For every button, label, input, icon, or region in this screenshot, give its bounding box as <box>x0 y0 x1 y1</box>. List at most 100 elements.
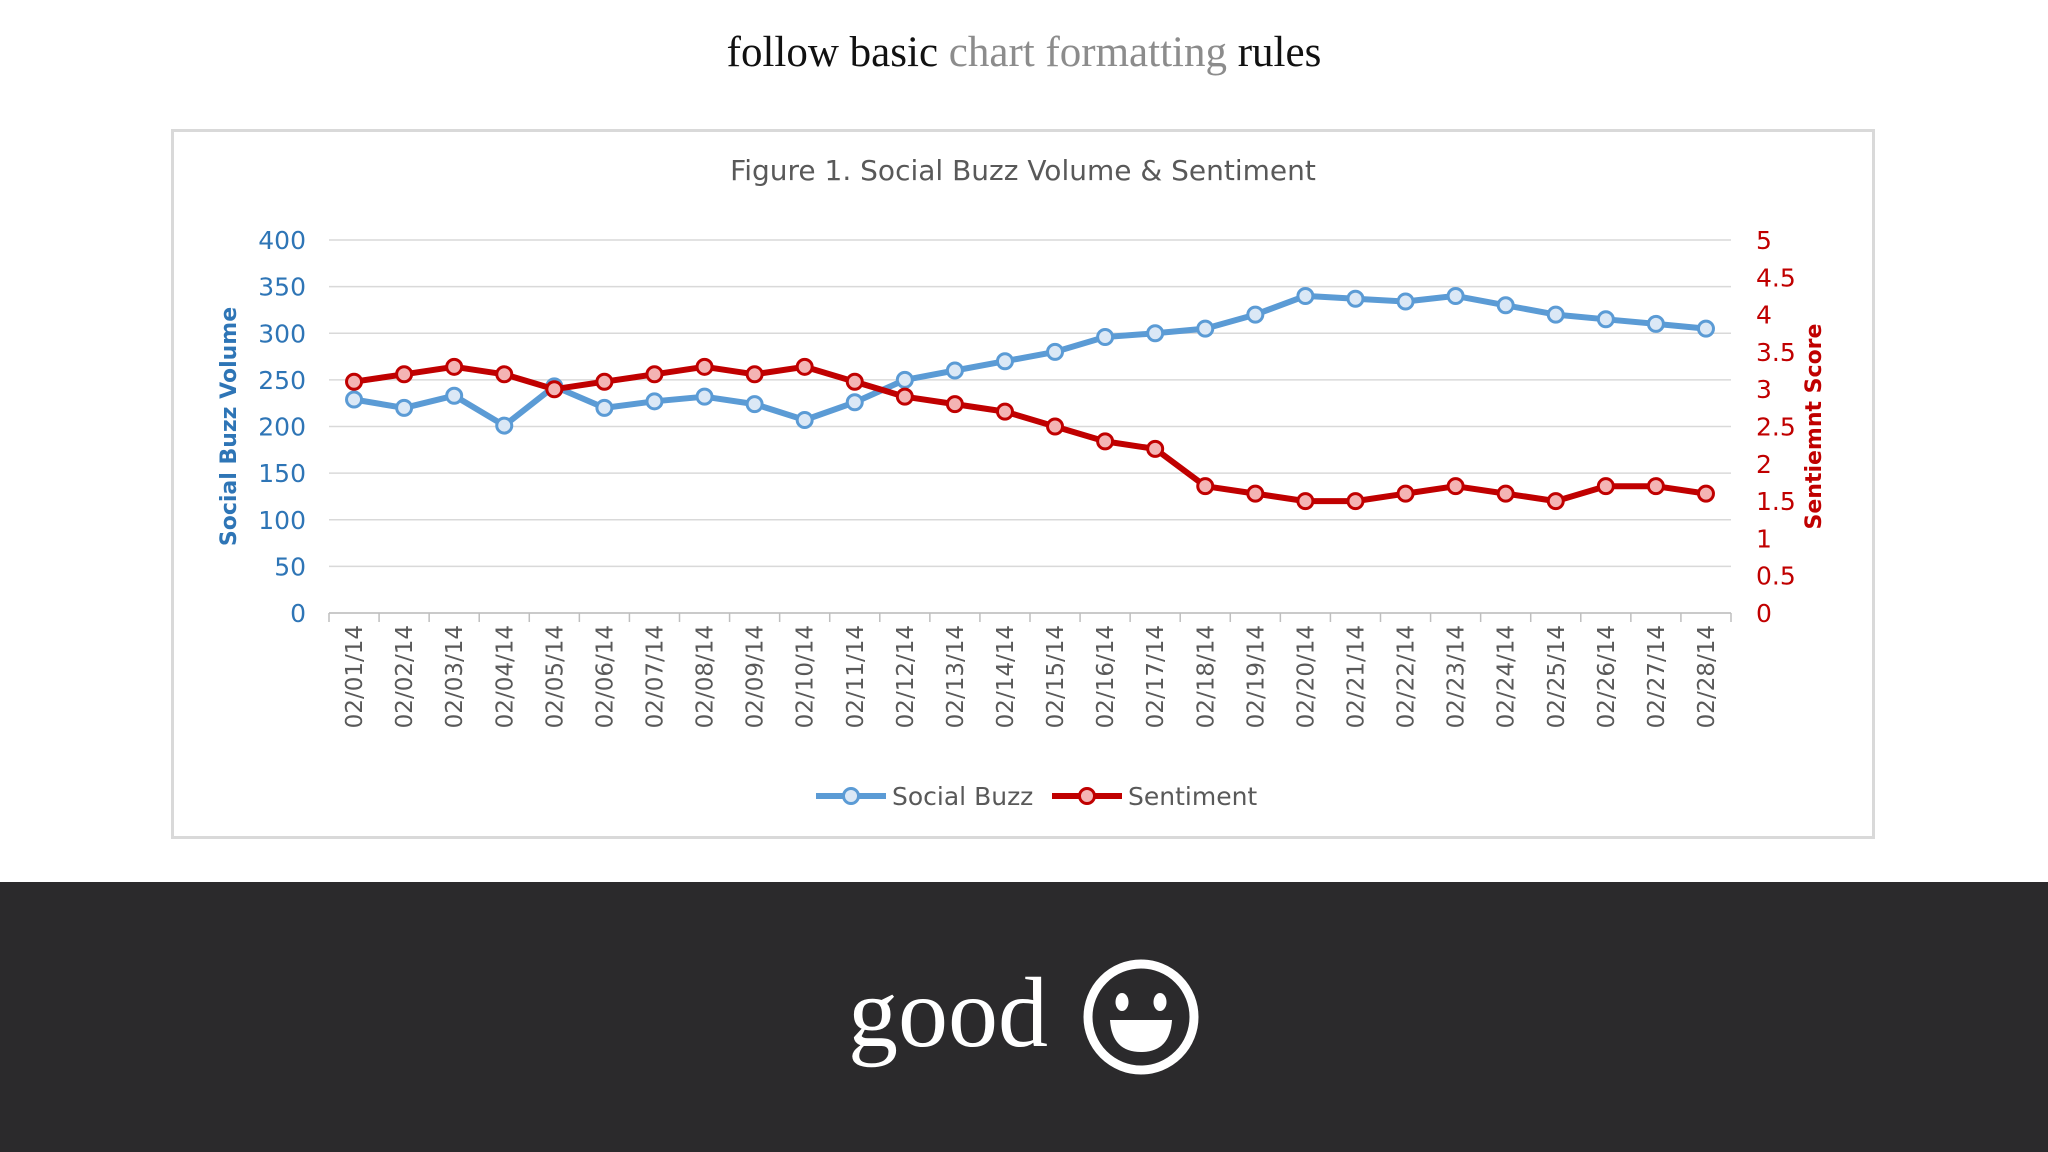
x-tick-label: 02/09/14 <box>743 625 769 728</box>
y2-tick-label: 5 <box>1756 226 1772 255</box>
y-tick-label: 0 <box>290 599 306 628</box>
chart-frame: Figure 1. Social Buzz Volume & Sentiment… <box>171 129 1875 839</box>
sentiment-point <box>1646 477 1665 496</box>
sentiment-point <box>895 387 914 406</box>
social-buzz-point <box>445 386 464 405</box>
sentiment-line <box>351 363 1709 505</box>
y-tick-label: 200 <box>258 413 306 442</box>
sentiment-point <box>795 357 814 376</box>
y2-tick-label: 3 <box>1756 375 1772 404</box>
social-buzz-point <box>1346 289 1365 308</box>
x-tick-label: 02/12/14 <box>893 625 919 728</box>
sentiment-point <box>1396 484 1415 503</box>
social-buzz-point <box>1146 324 1165 343</box>
social-buzz-point <box>345 390 364 409</box>
sentiment-point <box>395 365 414 384</box>
y2-tick-label: 4 <box>1756 301 1772 330</box>
social-buzz-point <box>945 361 964 380</box>
verdict-word: good <box>848 957 1048 1068</box>
x-tick-label: 02/18/14 <box>1193 625 1219 728</box>
social-buzz-point <box>1046 342 1065 361</box>
social-buzz-line <box>351 292 1709 429</box>
social-buzz-point <box>695 387 714 406</box>
y-tick-label: 50 <box>274 552 306 581</box>
sentiment-point <box>745 365 764 384</box>
y-axis-title: Social Buzz Volume <box>217 307 242 546</box>
social-buzz-point <box>1646 314 1665 333</box>
sentiment-point <box>1046 417 1065 436</box>
social-buzz-point <box>845 393 864 412</box>
verdict: good <box>0 882 2048 1152</box>
social-buzz-point <box>645 392 664 411</box>
x-tick-label: 02/15/14 <box>1043 625 1069 728</box>
chart: Figure 1. Social Buzz Volume & Sentiment… <box>217 154 1827 811</box>
x-tick-label: 02/27/14 <box>1644 625 1670 728</box>
social-buzz-point <box>1246 305 1265 324</box>
x-tick-label: 02/03/14 <box>442 625 468 728</box>
social-buzz-point <box>1546 305 1565 324</box>
x-tick-label: 02/23/14 <box>1444 625 1470 728</box>
social-buzz-point <box>1596 310 1615 329</box>
y2-tick-label: 1.5 <box>1756 487 1796 516</box>
sentiment-point <box>1346 492 1365 511</box>
x-tick-label: 02/22/14 <box>1394 625 1420 728</box>
smiley-face-icon <box>1083 959 1199 1075</box>
social-buzz-point <box>1296 286 1315 305</box>
x-tick-label: 02/04/14 <box>492 625 518 728</box>
sentiment-point <box>645 365 664 384</box>
x-tick-label: 02/05/14 <box>542 625 568 728</box>
x-tick-label: 02/02/14 <box>392 625 418 728</box>
social-buzz-point <box>395 398 414 417</box>
y-tick-label: 300 <box>258 319 306 348</box>
slide-title: follow basic chart formatting rules <box>0 28 2048 77</box>
x-tick-label: 02/28/14 <box>1694 625 1720 728</box>
social-buzz-point <box>1446 286 1465 305</box>
y2-tick-label: 2 <box>1756 450 1772 479</box>
y2-tick-label: 3.5 <box>1756 338 1796 367</box>
x-tick-label: 02/10/14 <box>793 625 819 728</box>
social-buzz-point <box>595 398 614 417</box>
legend-marker-sentiment <box>1078 787 1096 805</box>
y-tick-label: 250 <box>258 366 306 395</box>
y-tick-label: 150 <box>258 459 306 488</box>
x-tick-label: 02/19/14 <box>1243 625 1269 728</box>
sentiment-point <box>1496 484 1515 503</box>
bottom-band: good <box>0 882 2048 1152</box>
x-tick-label: 02/13/14 <box>943 625 969 728</box>
legend-label-sentiment: Sentiment <box>1128 782 1257 811</box>
sentiment-point <box>1446 477 1465 496</box>
slide-title-part1: follow basic <box>726 29 949 76</box>
y2-tick-label: 1 <box>1756 524 1772 553</box>
social-buzz-point <box>1196 319 1215 338</box>
x-tick-label: 02/24/14 <box>1494 625 1520 728</box>
x-tick-label: 02/21/14 <box>1343 625 1369 728</box>
social-buzz-point <box>795 410 814 429</box>
x-tick-label: 02/01/14 <box>342 625 368 728</box>
sentiment-point <box>995 402 1014 421</box>
social-buzz-point <box>1396 292 1415 311</box>
y2-axis-title: Sentiemnt Score <box>1802 324 1827 530</box>
y-tick-label: 350 <box>258 273 306 302</box>
x-tick-label: 02/08/14 <box>693 625 719 728</box>
chart-title: Figure 1. Social Buzz Volume & Sentiment <box>730 154 1316 187</box>
x-tick-label: 02/06/14 <box>592 625 618 728</box>
sentiment-point <box>545 380 564 399</box>
x-tick-label: 02/14/14 <box>993 625 1019 728</box>
sentiment-point <box>1196 477 1215 496</box>
sentiment-point <box>1246 484 1265 503</box>
sentiment-point <box>945 395 964 414</box>
social-buzz-point <box>1496 296 1515 315</box>
sentiment-point <box>845 372 864 391</box>
slide-title-part2: rules <box>1226 29 1322 76</box>
social-buzz-point <box>745 395 764 414</box>
legend-marker-social-buzz <box>842 787 860 805</box>
legend-label-social-buzz: Social Buzz <box>892 782 1033 811</box>
y-tick-label: 400 <box>258 226 306 255</box>
social-buzz-point <box>495 416 514 435</box>
sentiment-point <box>1696 484 1715 503</box>
y2-tick-label: 4.5 <box>1756 263 1796 292</box>
sentiment-point <box>1596 477 1615 496</box>
social-buzz-point <box>895 370 914 389</box>
x-tick-label: 02/26/14 <box>1594 625 1620 728</box>
social-buzz-point <box>995 352 1014 371</box>
